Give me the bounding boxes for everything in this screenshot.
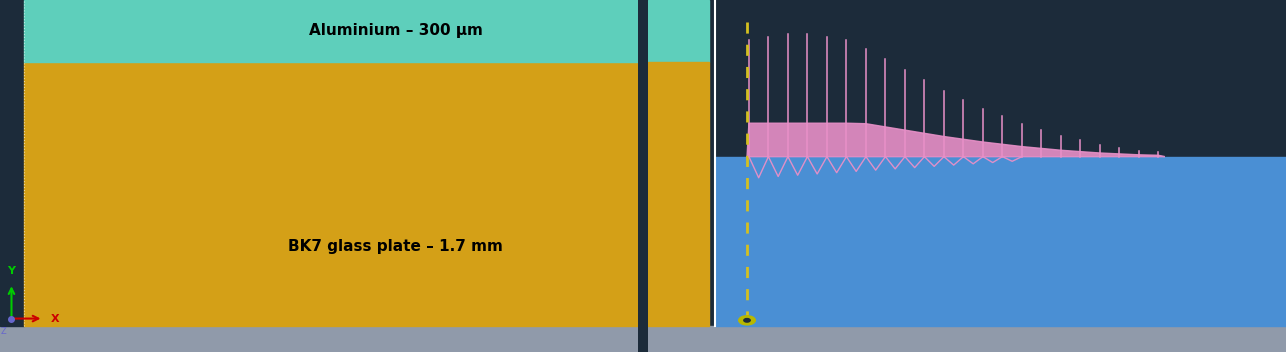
Bar — [715, 157, 1286, 326]
Text: Y: Y — [8, 266, 15, 276]
Text: BK7 glass plate – 1.7 mm: BK7 glass plate – 1.7 mm — [288, 239, 503, 254]
Bar — [0, 326, 638, 352]
Bar — [648, 62, 709, 326]
Text: Z: Z — [0, 327, 6, 337]
Circle shape — [738, 316, 755, 325]
Circle shape — [743, 319, 750, 322]
Bar — [24, 0, 638, 62]
Text: Aluminium – 300 μm: Aluminium – 300 μm — [309, 23, 482, 38]
Bar — [648, 0, 709, 62]
Bar — [0, 0, 24, 326]
Bar — [648, 326, 1286, 352]
Text: X: X — [51, 314, 59, 323]
Bar — [24, 62, 638, 326]
Polygon shape — [747, 123, 1165, 157]
